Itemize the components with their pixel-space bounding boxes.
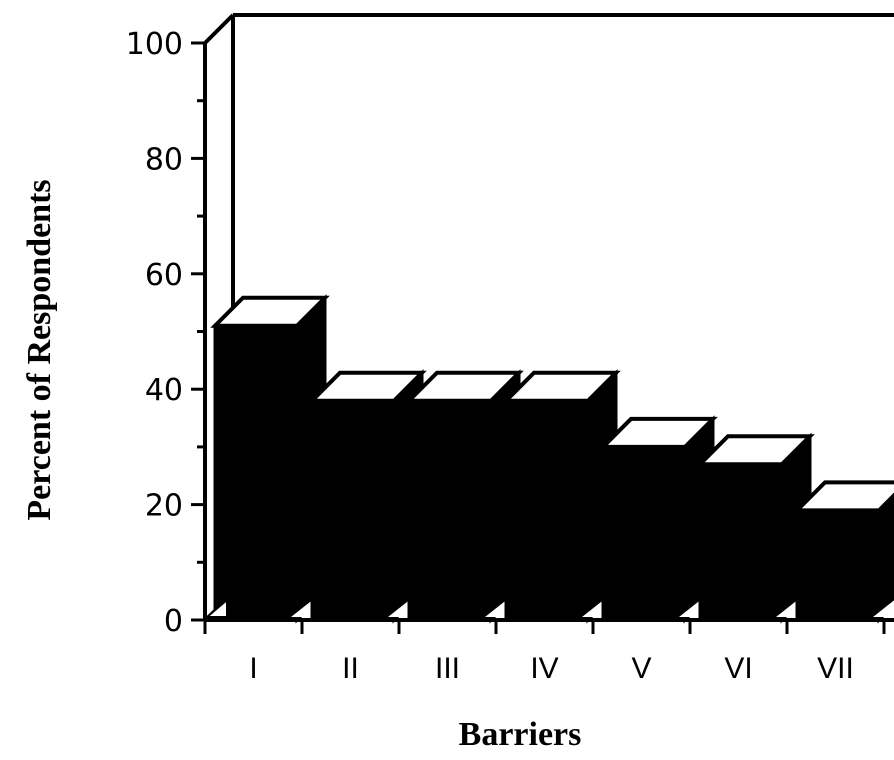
bar-VI [695, 432, 815, 624]
bar-top [695, 434, 815, 467]
x-tick-label-III: III [435, 652, 460, 685]
bar-II [307, 369, 427, 624]
bar-floor-wedge [291, 598, 315, 617]
bar-floor-wedge [776, 598, 800, 617]
y-tick-label: 40 [145, 373, 183, 408]
y-tick-label: 0 [164, 604, 183, 639]
bar-front [310, 399, 396, 622]
bar-top [404, 370, 524, 403]
bar-front [601, 445, 687, 622]
y-axis-title: Percent of Respondents [21, 179, 58, 520]
bar-floor-wedge [679, 598, 703, 617]
bar-I [210, 294, 330, 624]
bar-front [698, 462, 784, 622]
floor-wedge-left [204, 597, 228, 618]
bar-top [792, 480, 894, 513]
x-tick-label-VII: VII [817, 652, 854, 685]
x-tick-label-IV: IV [530, 652, 558, 685]
x-axis: I II III IV V VI VII [203, 618, 894, 685]
y-tick-label: 80 [145, 142, 183, 177]
y-tick-label: 100 [126, 27, 183, 62]
bar-floor-wedge [388, 598, 412, 617]
bar-floor-wedge [485, 598, 509, 617]
y-tick-label: 20 [145, 489, 183, 524]
x-tick-label-II: II [342, 652, 359, 685]
bar-front [213, 324, 299, 622]
bar-top [210, 295, 330, 328]
bar-top [598, 416, 718, 449]
x-tick-label-VI: VI [724, 652, 752, 685]
bar-front [795, 508, 881, 622]
frame-top-diagonal [203, 13, 235, 45]
bar-IV [501, 369, 621, 624]
y-axis: 0 20 40 60 80 100 [126, 27, 207, 639]
bar-floor-wedge [582, 598, 606, 617]
x-axis-title: Barriers [459, 716, 582, 753]
bar-floor-wedge [873, 600, 894, 617]
bar-VII [792, 480, 894, 624]
x-tick-label-V: V [631, 652, 651, 685]
bar-III [404, 369, 524, 624]
x-tick-label-I: I [249, 652, 257, 685]
bar-front [407, 399, 493, 622]
bars-group [204, 294, 894, 624]
bar-V [598, 415, 718, 624]
y-tick-label: 60 [145, 258, 183, 293]
bar-front [504, 399, 590, 622]
bar-top [307, 370, 427, 403]
bar-top [501, 370, 621, 403]
